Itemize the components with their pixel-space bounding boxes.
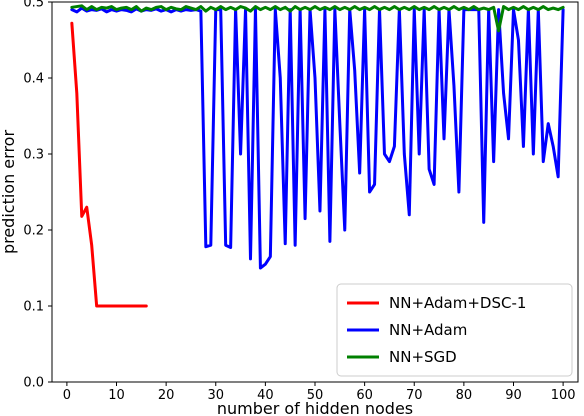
y-axis: 0.0 0.1 0.2 0.3 0.4 0.5: [23, 0, 52, 391]
series-line-2: [70, 4, 565, 33]
series-line-0: [70, 21, 148, 308]
legend-label: NN+Adam+DSC-1: [389, 294, 526, 312]
y-tick-label: 0.2: [23, 224, 44, 239]
x-tick-label: 70: [406, 388, 423, 403]
legend-label: NN+Adam: [389, 321, 467, 339]
y-tick-label: 0.5: [23, 0, 44, 11]
x-tick-label: 90: [505, 388, 522, 403]
x-tick-label: 60: [356, 388, 373, 403]
x-tick-label: 0: [63, 388, 71, 403]
series-line-1: [70, 6, 565, 270]
y-axis-label: prediction error: [0, 130, 18, 255]
x-tick-label: 20: [158, 388, 175, 403]
x-tick-label: 30: [207, 388, 224, 403]
y-tick-label: 0.1: [23, 300, 44, 315]
y-tick-label: 0.3: [23, 148, 44, 163]
x-tick-label: 40: [257, 388, 274, 403]
legend-label: NN+SGD: [389, 348, 457, 366]
x-tick-label: 100: [551, 388, 576, 403]
x-axis-label: number of hidden nodes: [217, 399, 413, 416]
y-tick-label: 0.0: [23, 376, 44, 391]
legend: NN+Adam+DSC-1 NN+Adam NN+SGD: [336, 283, 573, 377]
x-tick-label: 10: [108, 388, 125, 403]
legend-box: [336, 283, 573, 377]
series-layer: [70, 4, 565, 308]
x-axis: 0 10 20 30 40 50 60 70 80 90 100: [63, 382, 576, 403]
x-tick-label: 50: [307, 388, 324, 403]
y-tick-label: 0.4: [23, 72, 44, 87]
x-tick-label: 80: [456, 388, 473, 403]
